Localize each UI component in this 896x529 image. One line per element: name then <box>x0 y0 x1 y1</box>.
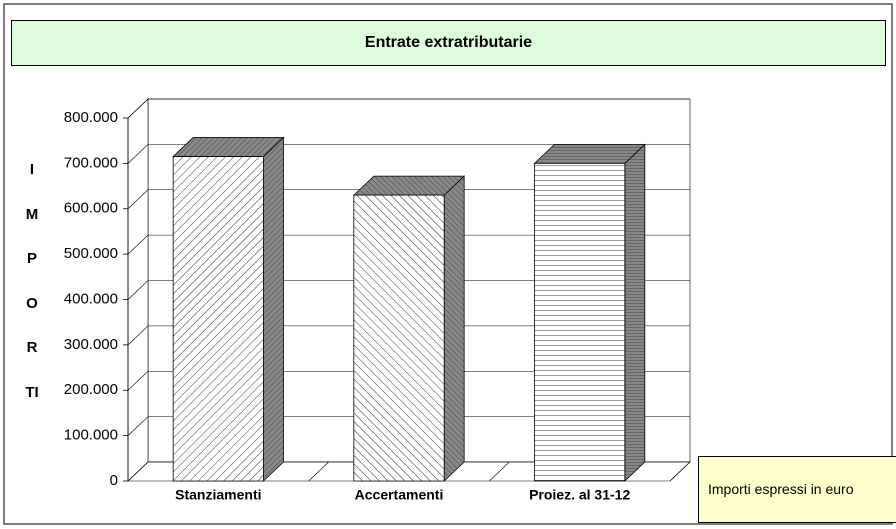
y-tick-label: 700.000 <box>64 154 118 171</box>
bar-face <box>624 143 646 482</box>
bar <box>352 175 466 482</box>
grid-line <box>127 325 690 346</box>
grid-line <box>127 416 690 436</box>
floor-divider <box>669 461 691 482</box>
bar-face <box>352 175 466 196</box>
grid-line <box>127 234 690 255</box>
bar <box>172 136 285 482</box>
y-tick-label: 0 <box>110 472 118 489</box>
bar-face <box>534 162 626 482</box>
x-tick-label: Proiez. al 31-12 <box>529 487 630 503</box>
note: Importi espressi in euro <box>698 456 896 523</box>
bar-face <box>172 137 285 157</box>
grid-line <box>127 98 690 119</box>
floor-divider <box>308 461 329 482</box>
chart-title: Entrate extratributarie <box>11 20 886 66</box>
floor-divider <box>489 461 510 482</box>
bar-face <box>263 136 284 482</box>
x-tick-label: Stanziamenti <box>175 487 261 503</box>
grid-line <box>127 144 690 164</box>
bar-face <box>443 175 465 482</box>
y-tick-label: 600.000 <box>64 200 118 217</box>
y-tick-label: 400.000 <box>64 290 118 307</box>
y-tick-label: 200.000 <box>64 381 118 398</box>
y-tick-label: 800.000 <box>64 109 118 126</box>
grid-line <box>127 370 690 391</box>
grid-line <box>127 280 690 300</box>
grid-line <box>127 189 690 209</box>
bar-face <box>172 156 264 482</box>
bar-face <box>533 143 646 164</box>
x-tick-label: Accertamenti <box>355 487 444 503</box>
y-tick-label: 300.000 <box>64 336 118 353</box>
bar <box>533 143 646 482</box>
frame <box>3 3 893 525</box>
y-tick-label: 100.000 <box>64 427 118 444</box>
bar-face <box>353 194 445 482</box>
y-tick-label: 500.000 <box>64 245 118 262</box>
y-axis-label: IMPORTI <box>25 161 39 401</box>
